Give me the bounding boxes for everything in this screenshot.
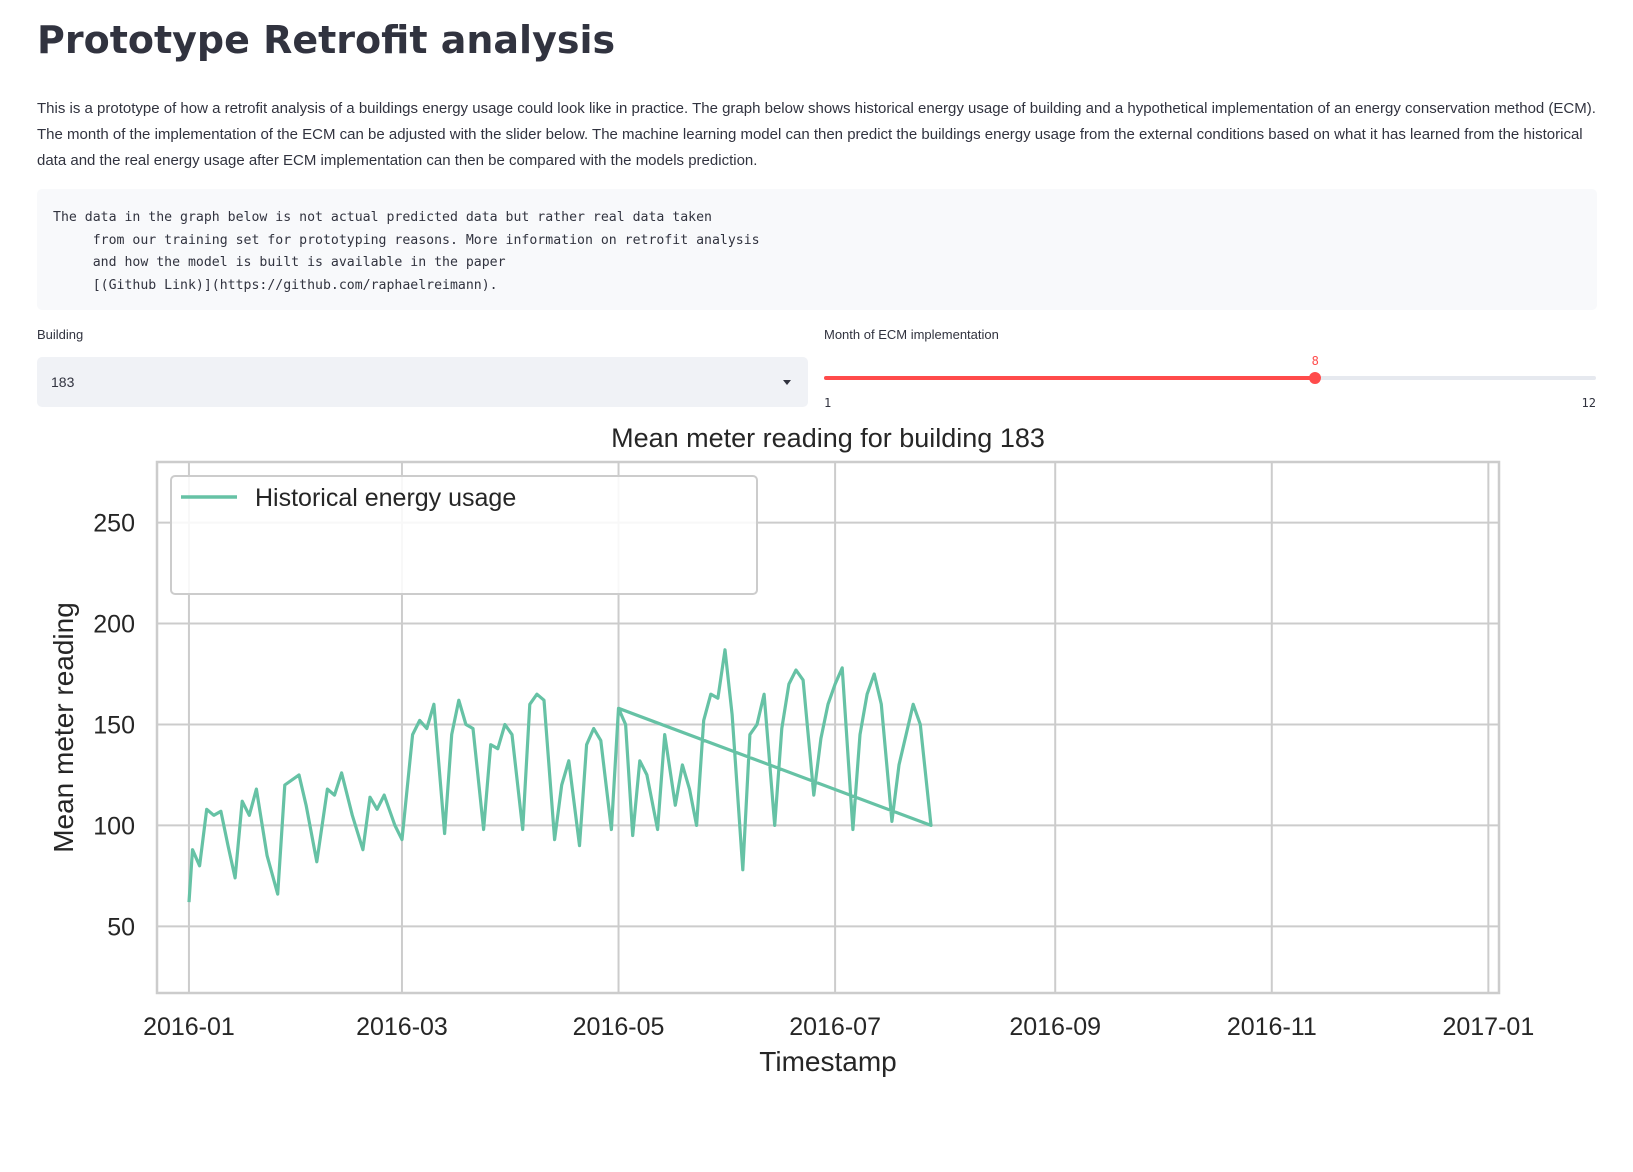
building-label: Building (37, 327, 84, 342)
building-select[interactable]: 183 (37, 357, 808, 407)
meter-reading-chart: 2016-01 2016-03 2016-05 2016-07 2016-09 2016-… (48, 428, 1534, 1077)
plot-frame (155, 460, 1501, 995)
chevron-down-icon (783, 379, 791, 385)
y-tick-label: 50 (107, 913, 135, 941)
x-tick-label: 2016-07 (789, 1013, 881, 1041)
x-tick-label: 2016-05 (573, 1013, 665, 1041)
legend-box (170, 475, 758, 595)
slider-max-label: 12 (1581, 396, 1596, 410)
code-note: The data in the graph below is not actua… (53, 210, 760, 293)
y-axis-label: Mean meter reading (48, 602, 79, 853)
month-label: Month of ECM implementation (824, 327, 999, 342)
building-select-value: 183 (51, 374, 75, 390)
x-tick-label: 2016-09 (1009, 1013, 1101, 1041)
slider-thumb[interactable] (1309, 372, 1322, 384)
series-line-1 (187, 648, 933, 903)
y-tick-label: 200 (93, 611, 135, 639)
slider-min-label: 1 (824, 396, 832, 410)
month-slider[interactable]: 8 1 12 (824, 340, 1596, 410)
y-tick-label: 250 (93, 510, 135, 538)
chart-title: Mean meter reading for building 183 (611, 428, 1045, 453)
x-axis-label: Timestamp (759, 1046, 896, 1077)
code-block: The data in the graph below is not actua… (37, 189, 1597, 310)
intro-text: This is a prototype of how a retrofit an… (37, 100, 1596, 169)
y-tick-label: 100 (93, 812, 135, 840)
x-tick-label: 2017-01 (1442, 1013, 1534, 1041)
slider-current-value: 8 (1311, 354, 1319, 368)
x-tick-label: 2016-11 (1227, 1013, 1317, 1041)
x-tick-label: 2016-01 (143, 1013, 235, 1041)
page-title: Prototype Retrofit analysis (37, 18, 616, 62)
y-tick-label: 150 (93, 711, 135, 739)
legend-entry: Historical energy usage (255, 484, 516, 512)
slider-fill (824, 376, 1316, 380)
x-tick-label: 2016-03 (356, 1013, 448, 1041)
